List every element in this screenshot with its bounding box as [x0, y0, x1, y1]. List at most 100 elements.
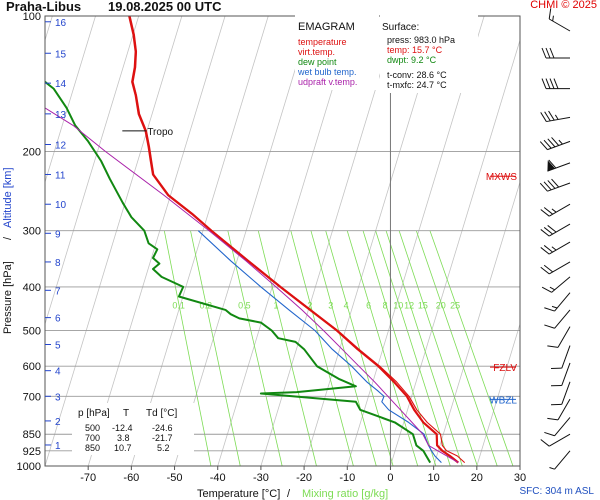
x-tick-label: -30: [253, 472, 269, 484]
mixing-ratio-line: [257, 230, 317, 466]
pressure-tick-label: 700: [23, 391, 41, 403]
isotherm-line: [260, 16, 399, 466]
mixing-ratio-label: 10: [393, 301, 403, 311]
wind-barb: [540, 241, 571, 255]
wind-barb-feather: [549, 47, 555, 59]
level-label-fzlv: FZLV: [493, 363, 517, 374]
altitude-tick-label: 3: [55, 392, 61, 403]
altitude-tick-label: 8: [55, 258, 61, 269]
level-label-wbzl: WBZL: [489, 395, 517, 406]
table-row-t: 3.8: [117, 433, 130, 443]
plot-frame: [44, 15, 521, 467]
mixing-ratio-line: [362, 230, 437, 466]
wind-barb-feather: [548, 110, 555, 121]
wind-barb-feather: [539, 141, 548, 150]
mixing-ratio-line: [227, 230, 283, 466]
wind-barb-shaft: [547, 162, 571, 172]
wind-barb: [547, 398, 571, 421]
wind-barb-feather: [544, 324, 555, 329]
x-axis-label-mixing: Mixing ratio [g/kg]: [302, 488, 388, 500]
table-header-p: p [hPa]: [78, 408, 110, 419]
wind-barb-feather: [543, 181, 552, 191]
wind-barb-feather: [540, 439, 550, 447]
pressure-tick-label: 500: [23, 326, 41, 338]
wind-barb-half-feather: [551, 305, 558, 309]
altitude-tick-label: 10: [55, 200, 67, 211]
pressure-tick-label: 1000: [17, 461, 41, 473]
mixing-ratio-label: 12: [404, 301, 414, 311]
mixing-ratio-line: [429, 230, 514, 466]
wind-barb-shaft: [554, 309, 571, 329]
wind-barb: [539, 137, 571, 151]
surface-title: Surface:: [382, 22, 419, 33]
wind-barb-shaft: [547, 182, 571, 192]
table-row-td: -21.7: [152, 433, 173, 443]
x-tick-label: -40: [210, 472, 226, 484]
mixing-ratio-label: 0.2: [199, 301, 212, 311]
altitude-tick-label: 15: [55, 49, 67, 60]
mixing-ratio-line: [385, 230, 463, 466]
isotherm-line: [87, 16, 226, 466]
wind-barb-feather: [551, 384, 562, 387]
wind-barb-feather: [540, 229, 550, 237]
wind-barb-feather: [544, 431, 555, 437]
wind-barb-half-feather: [551, 246, 557, 251]
wind-barb-feather: [547, 225, 557, 233]
wind-barb-feather: [544, 111, 551, 122]
wind-barb-half-feather: [549, 286, 555, 291]
mixing-ratio-label: 20: [436, 301, 446, 311]
wind-barb: [547, 159, 571, 172]
isotherm-line: [45, 16, 140, 326]
altitude-tick-label: 11: [55, 170, 66, 181]
mixing-ratio-label: 1: [274, 301, 279, 311]
legend-background: [295, 15, 379, 90]
x-tick-label: 20: [471, 472, 483, 484]
wind-barb-feather: [544, 307, 555, 312]
wind-barb: [544, 417, 571, 437]
wind-barb-feather: [543, 264, 553, 273]
pressure-tick-label: 925: [23, 446, 41, 458]
wind-barb-shaft: [548, 261, 571, 275]
table-row-p: 700: [85, 433, 100, 443]
wet-bulb-line: [197, 230, 442, 463]
wind-barb-feather: [547, 417, 559, 421]
legend-item-updraft: udpraft v.temp.: [298, 77, 357, 87]
mixing-ratio-line: [190, 230, 241, 466]
wind-barb-half-feather: [558, 139, 563, 145]
wind-barb-feather: [553, 78, 559, 89]
wind-barb-feather: [539, 182, 548, 192]
mixing-ratio-label: 2: [307, 301, 312, 311]
x-tick-label: -60: [123, 472, 139, 484]
wind-barb: [551, 345, 571, 369]
wind-barb: [541, 78, 570, 90]
wind-barb-half-feather: [554, 114, 559, 120]
wind-barb: [541, 47, 570, 59]
table-row-p: 500: [85, 423, 100, 433]
surface-background: [380, 15, 478, 93]
altitude-tick-label: 12: [55, 141, 67, 152]
pressure-tick-label: 300: [23, 226, 41, 238]
isotherm-line: [217, 16, 355, 466]
pressure-tick-label: 400: [23, 282, 41, 294]
station-title: Praha-Libus: [6, 0, 82, 14]
wind-barb: [540, 261, 571, 275]
wind-barb-shaft: [557, 398, 571, 421]
wind-barb-shaft: [554, 417, 571, 437]
isotherm-line: [0, 16, 9, 466]
y-axis-separator: /: [2, 236, 14, 240]
surface-tmxfc: t-mxfc: 24.7 °C: [387, 80, 447, 90]
altitude-tick-label: 4: [55, 367, 61, 378]
wind-barb-feather: [543, 139, 552, 149]
table-header-t: T: [123, 408, 129, 419]
wind-barb-feather: [541, 47, 547, 59]
wind-barb: [541, 276, 571, 293]
x-tick-label: 30: [514, 472, 526, 484]
mixing-ratio-line: [290, 230, 354, 466]
altitude-tick-label: 7: [55, 286, 61, 297]
altitude-tick-label: 2: [55, 417, 61, 428]
pressure-tick-label: 200: [23, 146, 41, 158]
wind-barb: [551, 381, 571, 406]
wind-barb-feather: [540, 266, 550, 275]
wind-barb: [540, 110, 571, 123]
surface-temperature: temp: 15.7 °C: [387, 45, 443, 55]
